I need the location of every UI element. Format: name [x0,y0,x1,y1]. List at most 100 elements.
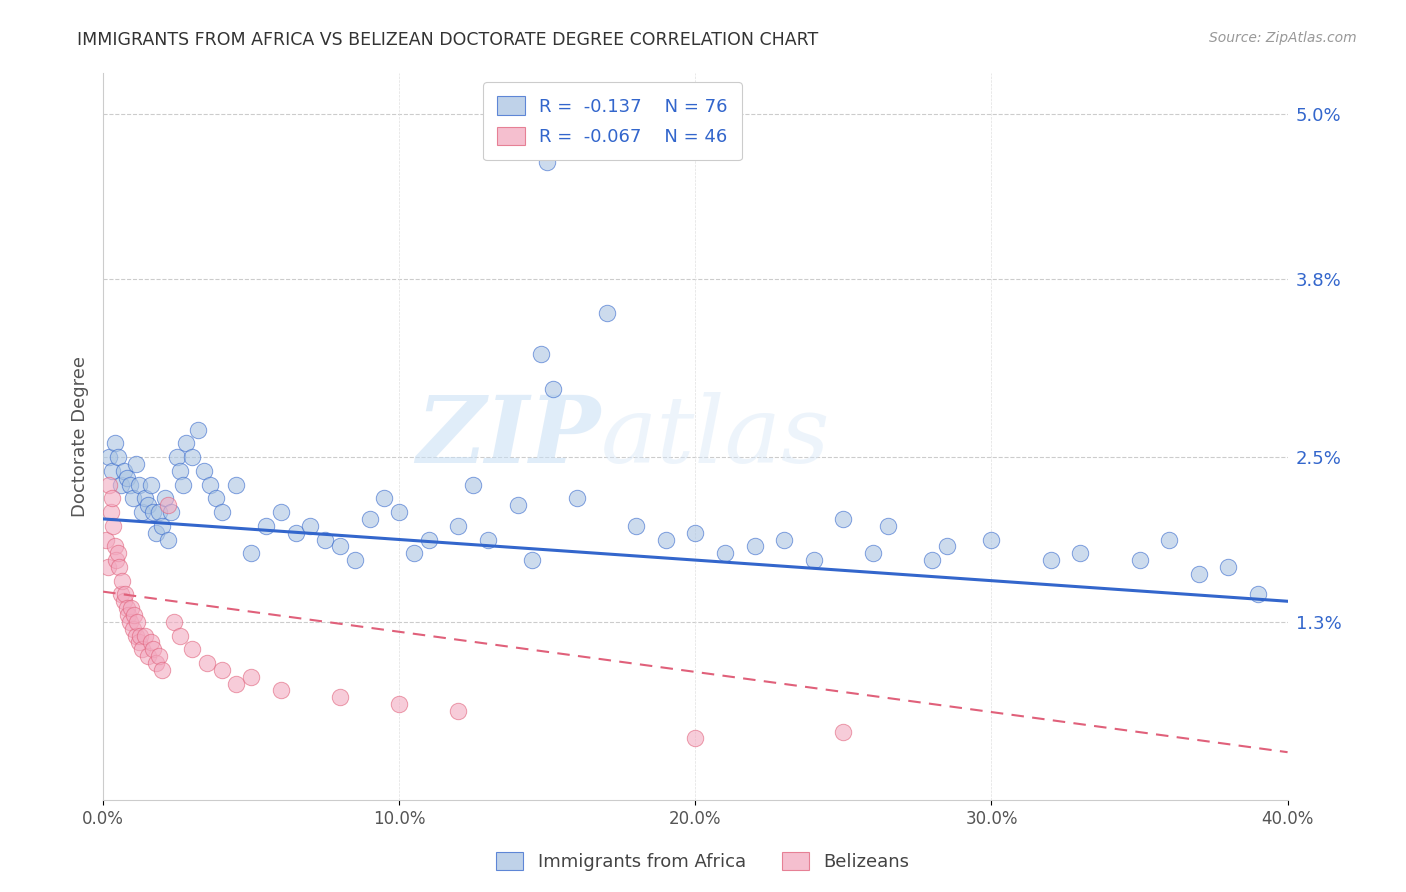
Point [225,477,247,491]
Point [773,533,796,547]
Point [107,450,129,465]
Point [418,533,440,547]
Point [139,477,162,491]
Point [803,553,825,567]
Point [103,518,125,533]
Point [240,670,263,684]
Point [506,498,529,512]
Point [343,553,366,567]
Point [112,594,135,608]
Point [94,533,117,547]
Point [685,731,707,746]
Point [254,518,277,533]
Point [388,697,411,711]
Point [111,574,134,588]
Point [120,601,142,615]
Point [284,525,307,540]
Point [142,505,165,519]
Point [522,553,544,567]
Point [157,498,180,512]
Point [163,615,186,629]
Point [118,615,141,629]
Point [169,629,191,643]
Point [160,505,183,519]
Point [1188,566,1211,581]
Point [134,629,156,643]
Point [121,622,143,636]
Point [211,505,233,519]
Point [108,560,131,574]
Point [447,704,470,718]
Point [204,491,226,506]
Point [101,464,124,478]
Point [193,464,215,478]
Point [832,512,855,526]
Point [150,518,173,533]
Point [447,518,470,533]
Point [198,477,221,491]
Point [134,491,156,506]
Point [104,540,127,554]
Point [299,518,322,533]
Point [110,587,132,601]
Point [270,683,292,698]
Point [329,540,352,554]
Point [876,518,898,533]
Point [117,607,139,622]
Point [129,629,152,643]
Point [595,306,617,320]
Point [157,533,180,547]
Point [150,663,173,677]
Point [121,491,143,506]
Point [211,663,233,677]
Point [181,642,204,657]
Point [97,560,120,574]
Point [148,649,170,664]
Point [115,471,138,485]
Point [565,491,588,506]
Point [145,525,167,540]
Point [240,546,263,560]
Point [98,477,121,491]
Point [112,464,135,478]
Point [541,382,564,396]
Point [862,546,884,560]
Point [101,491,124,506]
Point [624,518,647,533]
Point [832,724,855,739]
Point [148,505,170,519]
Point [530,347,553,361]
Point [921,553,943,567]
Point [122,607,145,622]
Point [136,498,159,512]
Text: atlas: atlas [600,392,830,482]
Point [107,546,129,560]
Y-axis label: Doctorate Degree: Doctorate Degree [72,356,89,517]
Point [98,450,121,465]
Point [127,615,149,629]
Point [169,464,191,478]
Point [145,656,167,670]
Point [225,676,247,690]
Point [1159,533,1181,547]
Point [118,477,141,491]
Point [115,601,138,615]
Point [105,553,128,567]
Point [1218,560,1240,574]
Point [187,423,209,437]
Point [142,642,165,657]
Point [131,505,153,519]
Point [166,450,188,465]
Point [195,656,218,670]
Point [373,491,395,506]
Point [172,477,194,491]
Point [1128,553,1150,567]
Point [744,540,766,554]
Legend: R =  -0.137    N = 76, R =  -0.067    N = 46: R = -0.137 N = 76, R = -0.067 N = 46 [484,82,742,161]
Point [936,540,959,554]
Point [477,533,499,547]
Point [388,505,411,519]
Point [714,546,737,560]
Point [114,587,136,601]
Point [1039,553,1062,567]
